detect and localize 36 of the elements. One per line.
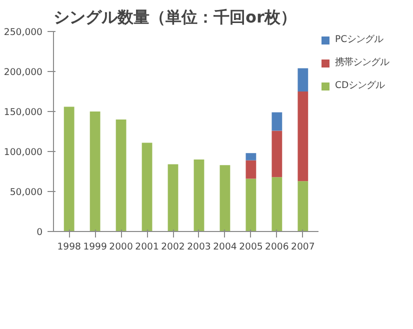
bar xyxy=(90,112,100,232)
bar xyxy=(298,92,308,182)
bar xyxy=(142,142,152,232)
legend-label: 携帯シングル xyxy=(335,56,389,69)
x-tick-label: 2002 xyxy=(161,242,185,252)
bar xyxy=(298,181,308,232)
bar xyxy=(194,160,204,232)
legend-label: PCシングル xyxy=(335,33,384,46)
y-tick-label: 150,000 xyxy=(4,107,43,118)
bar xyxy=(168,164,178,232)
chart-title: シングル数量（単位：千回or枚） xyxy=(54,8,296,26)
bar xyxy=(272,177,282,232)
bar xyxy=(246,160,256,179)
y-tick-label: 100,000 xyxy=(4,147,43,158)
bar xyxy=(246,178,256,232)
y-tick-label: 0 xyxy=(36,227,43,238)
bar xyxy=(272,112,282,131)
x-tick-label: 2005 xyxy=(239,242,263,252)
y-tick-label: 200,000 xyxy=(4,67,43,78)
x-tick-label: 2000 xyxy=(109,242,133,252)
bar xyxy=(116,120,126,232)
legend-label: CDシングル xyxy=(335,79,385,92)
bar xyxy=(272,130,282,178)
x-tick-label: 1999 xyxy=(83,242,108,252)
x-tick-label: 2007 xyxy=(291,242,315,252)
bar xyxy=(246,153,256,160)
y-tick-label: 50,000 xyxy=(10,187,43,198)
x-tick-label: 2006 xyxy=(265,242,289,252)
x-tick-label: 1998 xyxy=(57,242,82,252)
bar xyxy=(64,106,74,232)
bar xyxy=(298,68,308,92)
bar xyxy=(220,165,230,232)
x-tick-label: 2004 xyxy=(213,242,237,252)
x-tick-label: 2001 xyxy=(135,242,159,252)
y-tick-label: 250,000 xyxy=(4,27,43,38)
x-tick-label: 2003 xyxy=(187,242,211,252)
